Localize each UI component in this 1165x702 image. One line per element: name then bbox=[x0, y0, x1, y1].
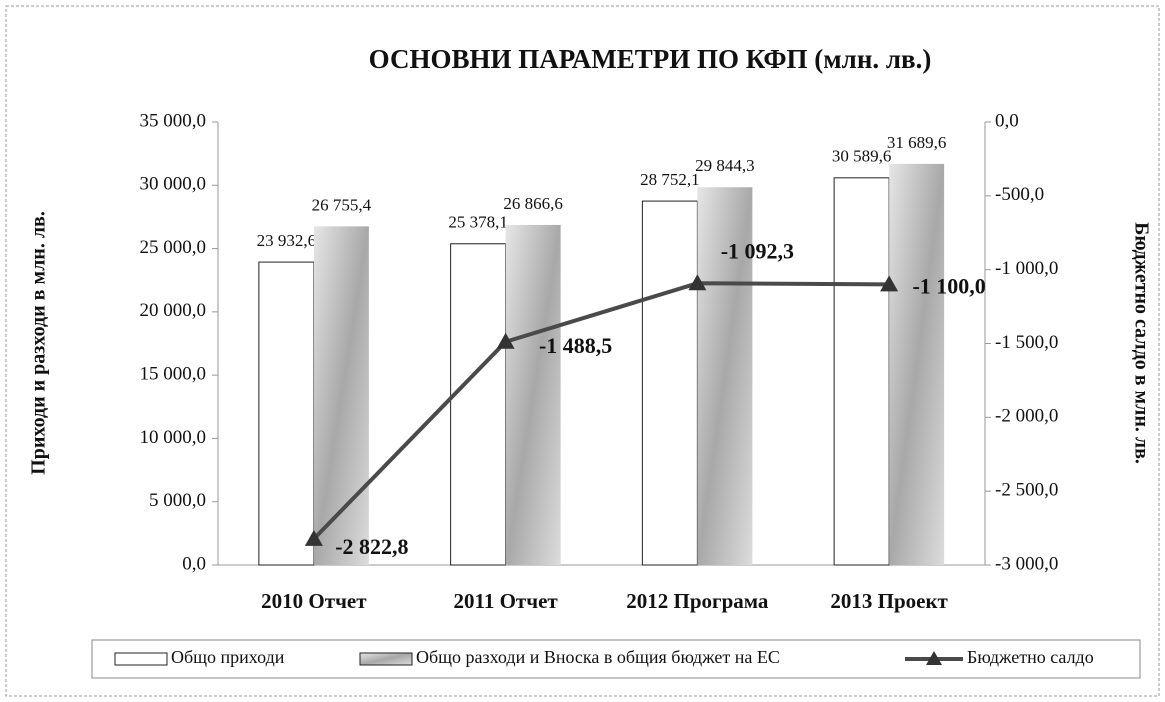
bar-value-label: 26 866,6 bbox=[503, 194, 563, 213]
y2-tick-label: -1 000,0 bbox=[995, 258, 1058, 279]
legend-swatch bbox=[114, 652, 168, 666]
y2-tick-label: -2 500,0 bbox=[995, 480, 1058, 501]
y-axis-label: Приходи и разходи в млн. лв. bbox=[28, 211, 50, 475]
legend-label: Общо разходи и Вноска в общия бюджет на … bbox=[416, 647, 780, 667]
legend-marker bbox=[926, 651, 942, 665]
line-value-label: -1 092,3 bbox=[721, 238, 794, 263]
bar-value-label: 23 932,6 bbox=[257, 231, 317, 250]
y2-tick-label: -1 500,0 bbox=[995, 332, 1058, 353]
line-marker bbox=[304, 529, 323, 546]
y-tick-label: 5 000,0 bbox=[149, 490, 206, 511]
y-tick-label: 0,0 bbox=[182, 553, 206, 574]
y2-tick-label: 0,0 bbox=[995, 110, 1019, 131]
bar-value-label: 25 378,1 bbox=[448, 213, 508, 232]
line-value-label: -1 488,5 bbox=[539, 333, 612, 358]
y-tick-label: 10 000,0 bbox=[140, 427, 207, 448]
bar-value-label: 26 755,4 bbox=[312, 195, 372, 214]
chart-title: ОСНОВНИ ПАРАМЕТРИ ПО КФП (млн. лв.) bbox=[369, 44, 932, 74]
y-tick-label: 15 000,0 bbox=[140, 364, 207, 385]
line-marker bbox=[880, 275, 899, 292]
y-tick-label: 35 000,0 bbox=[140, 110, 207, 131]
bar bbox=[505, 224, 561, 565]
line-marker bbox=[496, 332, 515, 349]
y2-tick-label: -3 000,0 bbox=[995, 553, 1058, 574]
bar-value-label: 28 752,1 bbox=[640, 170, 700, 189]
bar bbox=[641, 200, 698, 566]
bar bbox=[313, 226, 369, 565]
bar bbox=[889, 163, 945, 565]
frame bbox=[5, 5, 1160, 697]
bar-value-label: 30 589,6 bbox=[832, 147, 892, 166]
legend-box bbox=[91, 639, 1141, 679]
y-tick-label: 30 000,0 bbox=[140, 174, 207, 195]
bar-value-label: 31 689,6 bbox=[887, 133, 947, 152]
legend-label: Общо приходи bbox=[171, 647, 285, 667]
y-tick-label: 20 000,0 bbox=[140, 300, 207, 321]
bar bbox=[258, 261, 315, 566]
line bbox=[312, 281, 890, 541]
y2-tick-label: -500,0 bbox=[995, 184, 1044, 205]
y2-axis-label: Бюджетно салдо в млн. лв. bbox=[1130, 222, 1152, 464]
legend-swatch bbox=[359, 652, 413, 666]
x-tick-label: 2013 Проект bbox=[830, 589, 948, 613]
bar bbox=[450, 243, 507, 566]
line-marker bbox=[688, 274, 707, 291]
line-value-label: -2 822,8 bbox=[335, 534, 408, 559]
line-value-label: -1 100,0 bbox=[912, 273, 985, 298]
bar bbox=[833, 177, 890, 566]
x-tick-label: 2010 Отчет bbox=[261, 589, 367, 613]
x-tick-label: 2012 Програма bbox=[626, 589, 769, 613]
bar bbox=[697, 187, 753, 566]
bar-value-label: 29 844,3 bbox=[695, 156, 755, 175]
y-tick-label: 25 000,0 bbox=[140, 237, 207, 258]
x-tick-label: 2011 Отчет bbox=[454, 589, 559, 613]
legend-label: Бюджетно салдо bbox=[967, 647, 1094, 667]
y2-tick-label: -2 000,0 bbox=[995, 406, 1058, 427]
